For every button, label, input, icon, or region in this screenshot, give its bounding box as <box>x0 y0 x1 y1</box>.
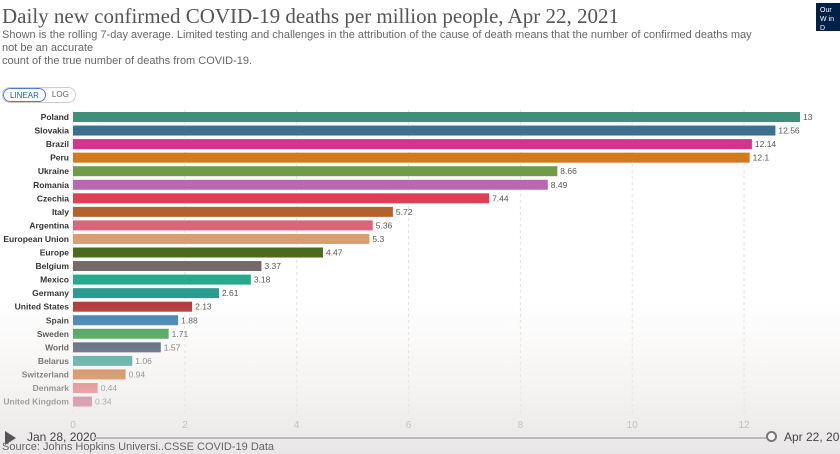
value-label-spain: 1.88 <box>181 315 198 325</box>
bar-mexico[interactable] <box>73 274 251 285</box>
timeline-start-label: Jan 28, 2020 <box>27 430 97 444</box>
category-label-italy: Italy <box>52 207 69 217</box>
timeline-end-label: Apr 22, 20 <box>784 430 840 444</box>
value-label-sweden: 1.71 <box>172 329 189 339</box>
category-label-sweden: Sweden <box>37 329 69 339</box>
timeline-slider: Jan 28, 2020 Apr 22, 20 <box>0 428 840 448</box>
value-label-mexico: 3.18 <box>254 275 271 285</box>
category-label-switzerland: Switzerland <box>22 369 69 379</box>
category-label-denmark: Denmark <box>33 383 70 393</box>
bar-switzerland[interactable] <box>73 369 126 380</box>
value-label-czechia: 7.44 <box>492 193 509 203</box>
category-label-brazil: Brazil <box>46 139 69 149</box>
value-label-ukraine: 8.66 <box>560 166 577 176</box>
bar-romania[interactable] <box>73 179 548 190</box>
bar-denmark[interactable] <box>73 383 98 393</box>
value-label-germany: 2.61 <box>222 288 239 298</box>
category-label-european-union: European Union <box>3 234 69 244</box>
bar-ukraine[interactable] <box>73 166 558 177</box>
value-label-world: 1.57 <box>164 342 181 352</box>
subtitle-line-1: Shown is the rolling 7-day average. Limi… <box>2 29 752 41</box>
source-note: Source: Johns Hopkins Universi..CSSE COV… <box>2 441 275 453</box>
bar-belarus[interactable] <box>73 355 133 366</box>
category-label-slovakia: Slovakia <box>35 126 70 136</box>
value-label-argentina: 5.36 <box>376 220 393 230</box>
category-label-united-kingdom: United Kingdom <box>3 397 69 407</box>
bar-brazil[interactable] <box>73 139 752 150</box>
category-label-poland: Poland <box>41 112 69 122</box>
value-label-peru: 12.1 <box>753 153 770 163</box>
value-label-united-kingdom: 0.34 <box>95 397 112 407</box>
bar-european-union[interactable] <box>73 233 370 244</box>
value-label-poland: 13 <box>803 112 813 122</box>
category-label-romania: Romania <box>33 180 69 190</box>
category-label-europe: Europe <box>40 248 70 258</box>
value-label-european-union: 5.3 <box>372 234 384 244</box>
value-label-denmark: 0.44 <box>101 383 118 393</box>
bar-germany[interactable] <box>73 288 219 299</box>
subtitle-line-3: count of the true number of deaths from … <box>2 55 253 67</box>
bar-spain[interactable] <box>73 315 179 326</box>
category-label-belarus: Belarus <box>38 356 69 366</box>
category-label-argentina: Argentina <box>29 220 69 230</box>
category-label-belgium: Belgium <box>35 261 69 271</box>
bar-sweden[interactable] <box>73 328 169 339</box>
value-label-europe: 4.47 <box>326 248 343 258</box>
category-label-united-states: United States <box>15 302 70 312</box>
bar-peru[interactable] <box>73 152 750 163</box>
bar-world[interactable] <box>73 342 161 353</box>
linear-scale-button[interactable]: LINEAR <box>3 88 46 102</box>
value-label-italy: 5.72 <box>396 207 413 217</box>
chart-subtitle: Shown is the rolling 7-day average. Limi… <box>2 29 802 68</box>
chart-title: Daily new confirmed COVID-19 deaths per … <box>2 4 620 28</box>
timeline-track[interactable] <box>95 437 771 439</box>
category-label-czechia: Czechia <box>37 193 69 203</box>
category-label-ukraine: Ukraine <box>38 166 69 176</box>
timeline-handle[interactable] <box>766 431 777 442</box>
category-label-world: World <box>45 342 69 352</box>
category-label-germany: Germany <box>32 288 69 298</box>
category-label-mexico: Mexico <box>40 275 69 285</box>
owid-logo[interactable]: Our W in D <box>816 3 840 31</box>
value-label-belarus: 1.06 <box>135 356 152 366</box>
subtitle-line-2: not be an accurate <box>2 42 94 54</box>
category-label-spain: Spain <box>46 315 69 325</box>
bar-europe[interactable] <box>73 247 323 258</box>
value-label-belgium: 3.37 <box>264 261 281 271</box>
bar-italy[interactable] <box>73 206 393 217</box>
bar-united-states[interactable] <box>73 301 193 312</box>
bar-poland[interactable] <box>73 112 800 122</box>
scale-toggle: LINEAR LOG <box>2 87 76 103</box>
bar-slovakia[interactable] <box>73 125 776 136</box>
category-label-peru: Peru <box>50 153 69 163</box>
value-label-romania: 8.49 <box>551 180 568 190</box>
value-label-slovakia: 12.56 <box>778 126 800 136</box>
play-icon[interactable] <box>5 431 16 445</box>
bar-united-kingdom[interactable] <box>73 396 93 407</box>
log-scale-button[interactable]: LOG <box>51 90 69 99</box>
bar-czechia[interactable] <box>73 193 490 204</box>
value-label-brazil: 12.14 <box>755 139 777 149</box>
value-label-united-states: 2.13 <box>195 302 212 312</box>
value-label-switzerland: 0.94 <box>129 369 146 379</box>
bar-belgium[interactable] <box>73 261 262 272</box>
bar-argentina[interactable] <box>73 220 373 231</box>
